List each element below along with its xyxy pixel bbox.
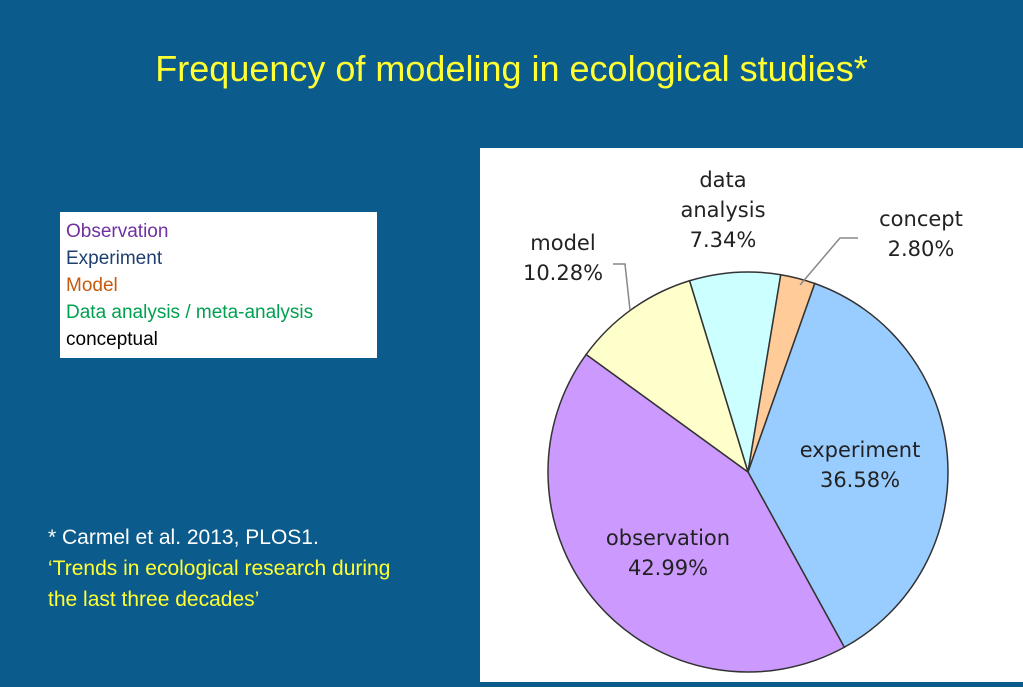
- legend-item: Model: [66, 275, 118, 296]
- leader-line: [799, 237, 858, 286]
- pie-slice: [747, 282, 949, 649]
- legend-item: Data analysis / meta-analysis: [66, 302, 314, 323]
- leader-line: [613, 263, 631, 311]
- legend-box: Observation Experiment Model Data analysis …: [60, 212, 377, 358]
- pie-label: observation 42.99%: [558, 523, 778, 583]
- pie-label: model 10.28%: [503, 228, 623, 288]
- pie-category: data analysis: [680, 168, 766, 222]
- pie-category: model: [530, 231, 596, 255]
- pie-label: data analysis 7.34%: [658, 165, 788, 255]
- pie-category: experiment: [799, 438, 921, 462]
- pie-value-label: 42.99%: [627, 556, 709, 580]
- chart-panel: data analysis 7.34% concept 2.80% experiment…: [480, 148, 1023, 682]
- legend-item: Observation: [66, 221, 169, 242]
- legend-item: conceptual: [66, 329, 158, 350]
- pie-category: observation: [605, 526, 731, 550]
- slide-title: Frequency of modeling in ecological stud…: [155, 48, 868, 89]
- pie-label: experiment 36.58%: [760, 435, 960, 495]
- citation-source: * Carmel et al. 2013, PLOS1.: [48, 526, 319, 549]
- citation-title: ‘Trends in ecological research during th…: [48, 557, 391, 611]
- citation: * Carmel et al. 2013, PLOS1. ‘Trends in …: [48, 522, 408, 615]
- pie-slice: [547, 353, 846, 673]
- pie-value-label: 10.28%: [522, 261, 604, 285]
- pie-slice: [585, 279, 750, 474]
- chart: [547, 237, 949, 673]
- pie-label: concept 2.80%: [851, 204, 991, 264]
- pie-value-label: 36.58%: [819, 468, 901, 492]
- legend-item: Experiment: [66, 248, 163, 269]
- pie-value-label: 2.80%: [887, 237, 955, 261]
- pie-category: concept: [879, 207, 963, 231]
- pie-value-label: 7.34%: [689, 228, 757, 252]
